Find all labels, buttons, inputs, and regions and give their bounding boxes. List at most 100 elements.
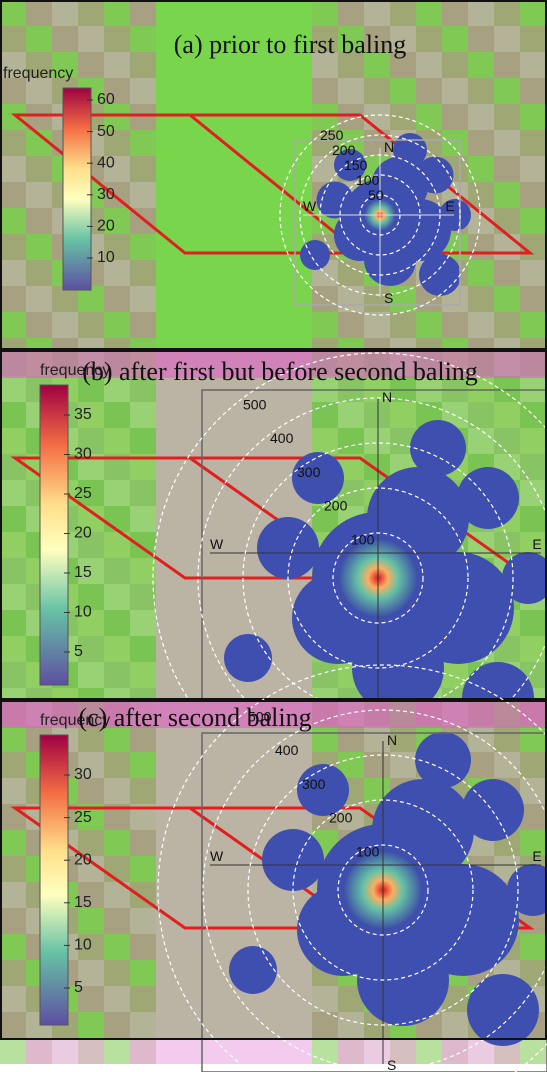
map-pixel	[286, 986, 312, 1012]
panel-title: (b) after first but before second baling	[82, 357, 478, 386]
map-pixel	[182, 286, 208, 312]
map-pixel	[390, 402, 416, 428]
map-pixel	[182, 882, 208, 908]
map-pixel	[286, 402, 312, 428]
map-pixel	[234, 428, 260, 454]
map-pixel	[0, 0, 26, 26]
map-pixel	[390, 104, 416, 130]
colorbar-tick-label: 5	[74, 643, 83, 660]
map-pixel	[520, 428, 546, 454]
colorbar-tick-label: 20	[97, 218, 115, 235]
map-pixel	[416, 52, 442, 78]
map-pixel	[520, 52, 546, 78]
map-pixel	[52, 312, 78, 338]
map-pixel	[156, 532, 182, 558]
map-pixel	[468, 0, 494, 26]
map-pixel	[78, 908, 104, 934]
compass-label: E	[532, 536, 541, 552]
map-pixel	[130, 156, 156, 182]
map-pixel	[130, 52, 156, 78]
map-pixel	[520, 610, 546, 636]
map-pixel	[104, 428, 130, 454]
map-pixel	[52, 26, 78, 52]
map-pixel	[26, 182, 52, 208]
map-pixel	[156, 584, 182, 610]
map-pixel	[0, 312, 26, 338]
map-pixel	[0, 376, 26, 402]
map-pixel	[286, 662, 312, 688]
map-pixel	[442, 312, 468, 338]
map-pixel	[78, 662, 104, 688]
legend-title: frequency	[3, 65, 73, 82]
map-pixel	[78, 1038, 104, 1064]
ring-label: 400	[270, 430, 294, 446]
map-pixel	[0, 286, 26, 312]
footprint	[224, 634, 272, 682]
map-pixel	[26, 156, 52, 182]
map-pixel	[104, 286, 130, 312]
map-pixel	[182, 558, 208, 584]
map-pixel	[442, 0, 468, 26]
map-pixel	[286, 286, 312, 312]
map-pixel	[0, 1012, 26, 1038]
map-pixel	[208, 610, 234, 636]
map-pixel	[182, 752, 208, 778]
colorbar-tick-label: 25	[74, 809, 92, 826]
map-pixel	[156, 1012, 182, 1038]
map-pixel	[156, 0, 182, 26]
colorbar-tick-label: 20	[74, 525, 92, 542]
map-pixel	[0, 208, 26, 234]
map-pixel	[208, 78, 234, 104]
map-pixel	[156, 78, 182, 104]
colorbar	[40, 385, 68, 685]
map-pixel	[182, 662, 208, 688]
map-pixel	[0, 986, 26, 1012]
footprint	[229, 946, 277, 994]
map-pixel	[338, 260, 364, 286]
map-pixel	[364, 312, 390, 338]
colorbar-tick-label: 30	[74, 766, 92, 783]
map-pixel	[104, 856, 130, 882]
map-pixel	[364, 752, 390, 778]
map-pixel	[130, 26, 156, 52]
map-pixel	[182, 934, 208, 960]
map-pixel	[312, 1038, 338, 1064]
map-pixel	[78, 1012, 104, 1038]
map-pixel	[130, 1012, 156, 1038]
map-pixel	[520, 376, 546, 402]
map-pixel	[182, 480, 208, 506]
footprint	[419, 254, 461, 296]
map-pixel	[0, 856, 26, 882]
map-pixel	[182, 1012, 208, 1038]
map-pixel	[156, 752, 182, 778]
map-pixel	[468, 130, 494, 156]
map-pixel	[130, 960, 156, 986]
map-pixel	[104, 480, 130, 506]
map-pixel	[208, 286, 234, 312]
map-pixel	[234, 260, 260, 286]
map-pixel	[0, 402, 26, 428]
compass-label: E	[445, 198, 454, 214]
map-pixel	[468, 52, 494, 78]
map-pixel	[390, 78, 416, 104]
map-pixel	[0, 636, 26, 662]
map-pixel	[286, 312, 312, 338]
map-pixel	[494, 260, 520, 286]
map-pixel	[286, 1012, 312, 1038]
map-pixel	[312, 156, 338, 182]
map-pixel	[0, 156, 26, 182]
map-pixel	[104, 558, 130, 584]
map-pixel	[494, 376, 520, 402]
map-pixel	[156, 778, 182, 804]
map-pixel	[208, 428, 234, 454]
map-pixel	[286, 1038, 312, 1064]
map-pixel	[0, 752, 26, 778]
colorbar-tick-label: 5	[74, 979, 83, 996]
map-pixel	[104, 908, 130, 934]
map-pixel	[520, 208, 546, 234]
ring-label: 500	[243, 396, 267, 412]
map-pixel	[208, 908, 234, 934]
map-pixel	[156, 312, 182, 338]
map-pixel	[260, 130, 286, 156]
map-pixel	[78, 26, 104, 52]
